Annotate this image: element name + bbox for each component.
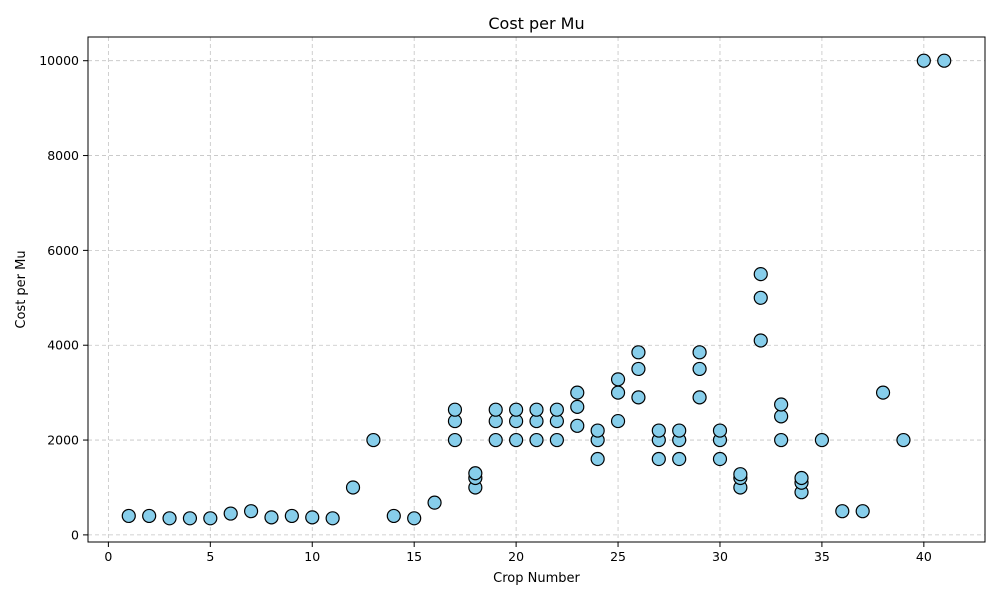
data-point — [284, 508, 299, 524]
data-point — [631, 361, 646, 377]
x-tick-label: 0 — [104, 549, 112, 564]
y-tick-label: 4000 — [47, 338, 79, 353]
data-point — [325, 511, 340, 526]
y-tick-label: 2000 — [47, 433, 79, 448]
data-point — [875, 385, 891, 400]
data-point — [651, 451, 666, 467]
y-tick-label: 8000 — [47, 148, 79, 163]
data-point — [549, 432, 564, 448]
data-point — [590, 451, 605, 467]
data-point — [570, 399, 585, 414]
data-point — [305, 510, 320, 525]
chart-title: Cost per Mu — [488, 14, 584, 33]
data-point — [570, 418, 585, 433]
data-point — [712, 423, 728, 438]
data-point — [488, 432, 503, 448]
x-tick-label: 25 — [610, 549, 626, 564]
y-tick-label: 0 — [71, 527, 79, 542]
grid-layer — [88, 37, 985, 542]
points-layer — [121, 53, 952, 526]
data-point — [610, 413, 626, 429]
data-point — [509, 402, 524, 417]
data-point — [549, 402, 564, 417]
data-point — [142, 508, 157, 524]
data-point — [529, 402, 544, 417]
data-point — [447, 432, 463, 448]
data-point — [896, 432, 911, 448]
data-point — [753, 266, 768, 282]
data-point — [162, 511, 177, 526]
data-point — [855, 504, 870, 519]
data-point — [672, 423, 687, 438]
tick-layer: 0 5 10 15 20 25 30 35 40 0 2000 4000 6000 8000 10000 — [39, 53, 932, 564]
x-tick-label: 10 — [304, 549, 320, 564]
data-point — [631, 390, 646, 405]
data-point — [590, 423, 605, 438]
data-point — [243, 504, 259, 519]
data-point — [386, 508, 401, 524]
data-point — [345, 480, 361, 495]
data-point — [712, 451, 728, 467]
x-axis-label: Crop Number — [493, 571, 580, 586]
data-point — [203, 511, 218, 526]
data-point — [692, 345, 707, 360]
data-point — [570, 385, 585, 400]
x-tick-label: 35 — [814, 549, 830, 564]
data-point — [366, 432, 381, 448]
data-point — [264, 510, 279, 525]
data-point — [835, 504, 850, 519]
data-point — [447, 402, 463, 417]
data-point — [121, 508, 136, 524]
data-point — [733, 467, 748, 482]
data-point — [692, 390, 707, 405]
data-point — [753, 290, 768, 305]
y-axis-label: Cost per Mu — [14, 250, 29, 328]
data-point — [610, 385, 626, 400]
data-point — [937, 53, 952, 68]
data-point — [509, 432, 524, 448]
data-point — [407, 511, 422, 526]
x-tick-label: 40 — [916, 549, 932, 564]
plot-frame — [87, 36, 986, 543]
data-point — [468, 466, 483, 481]
data-point — [774, 432, 789, 448]
data-point — [529, 432, 544, 448]
x-tick-label: 15 — [406, 549, 422, 564]
x-tick-label: 5 — [206, 549, 214, 564]
data-point — [631, 345, 646, 360]
data-point — [774, 397, 789, 412]
data-point — [488, 402, 503, 417]
data-point — [223, 506, 238, 521]
y-tick-label: 6000 — [47, 243, 79, 258]
data-point — [753, 333, 768, 348]
data-point — [427, 495, 442, 510]
data-point — [182, 511, 198, 526]
data-point — [794, 470, 809, 486]
x-tick-label: 20 — [508, 549, 524, 564]
data-point — [610, 372, 626, 387]
data-point — [916, 53, 931, 68]
data-point — [672, 451, 687, 467]
data-point — [651, 423, 666, 438]
data-point — [692, 361, 707, 377]
y-tick-label: 10000 — [39, 53, 79, 68]
data-point — [774, 409, 789, 424]
data-point — [814, 432, 830, 448]
x-tick-label: 30 — [712, 549, 728, 564]
